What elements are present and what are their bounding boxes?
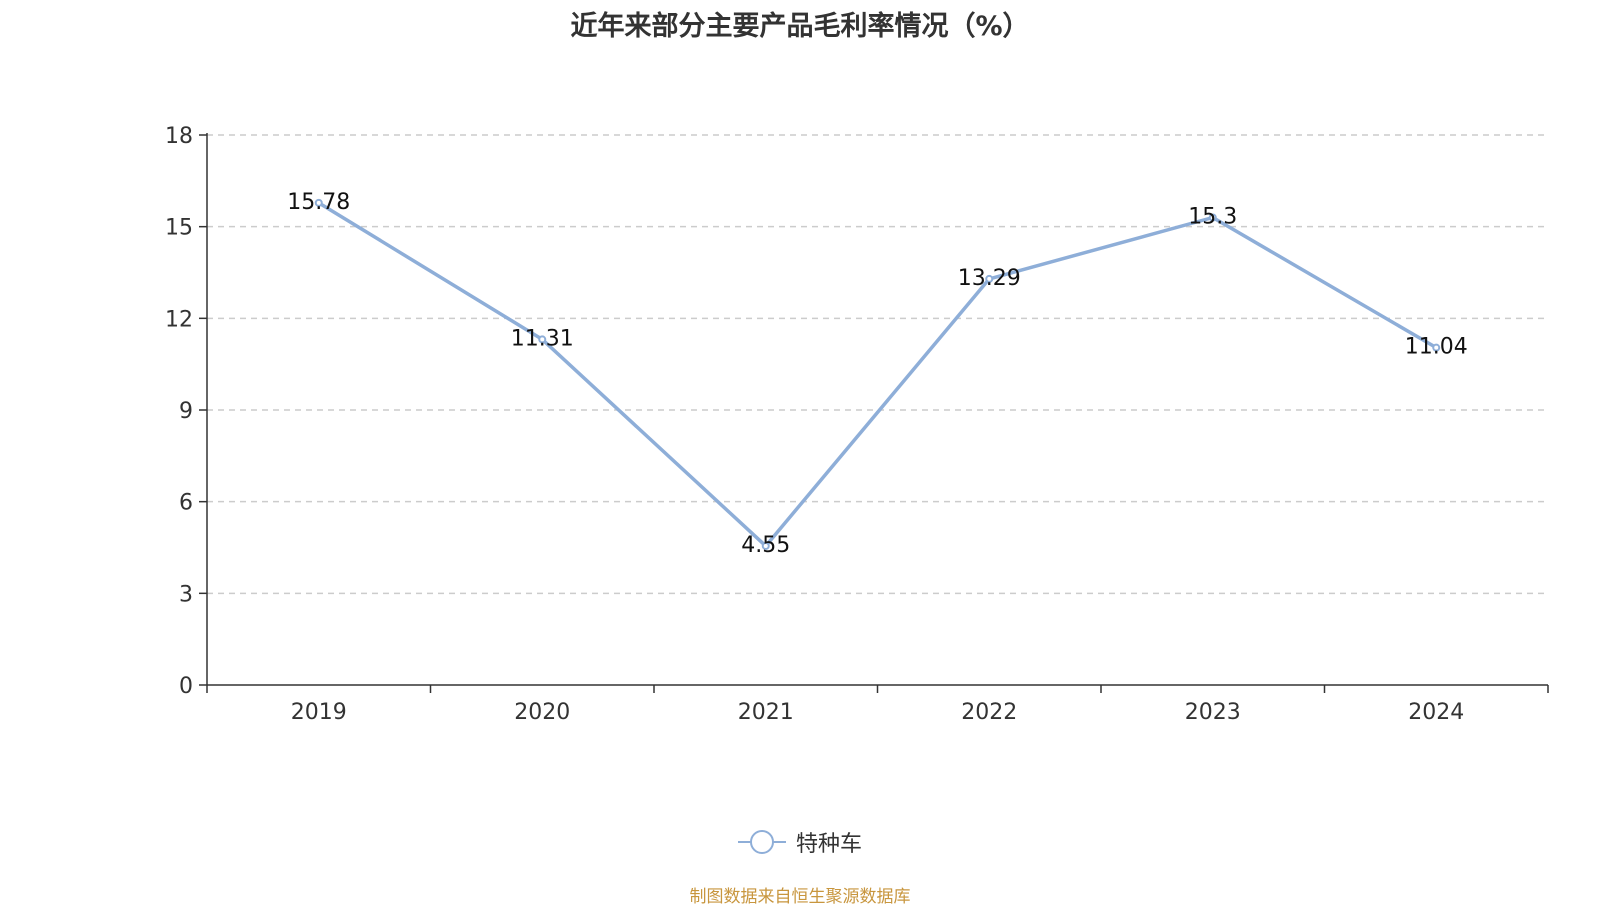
y-tick-label: 18 [165,124,193,149]
x-tick-label: 2020 [514,700,570,725]
data-label: 11.04 [1405,335,1468,360]
data-label: 4.55 [741,533,790,558]
x-tick-label: 2019 [291,700,347,725]
source-note: 制图数据来自恒生聚源数据库 [689,887,911,907]
y-tick-label: 0 [179,674,193,699]
axes: 0 3 6 9 12 15 18 2019 2020 2021 2022 2023 2024 [165,124,1549,725]
data-point [761,541,770,550]
grid-lines [207,134,1548,595]
legend: 特种车 [0,826,1600,858]
x-tick-label: 2022 [961,700,1017,725]
data-label: 15.78 [287,190,350,215]
legend-label: 特种车 [795,832,862,857]
data-labels: 15.78 11.31 4.55 13.29 15.3 11.04 [287,190,1467,558]
x-tick-label: 2024 [1408,700,1464,725]
x-tick-label: 2021 [738,700,794,725]
data-label: 15.3 [1188,205,1237,230]
data-point [538,335,547,344]
data-point [1432,343,1441,352]
y-tick-label: 6 [179,491,193,516]
y-tick-label: 3 [179,582,193,607]
series-line [317,201,1438,548]
y-tick-label: 9 [179,399,193,424]
data-point [314,198,323,207]
legend-item-series[interactable]: 特种车 [737,826,862,858]
data-point [985,274,994,283]
y-tick-label: 15 [165,216,193,241]
data-label: 13.29 [958,266,1021,291]
series-layer [314,198,1441,550]
x-tick-label: 2023 [1185,700,1241,725]
data-point [1208,213,1217,222]
chart-title: 近年来部分主要产品毛利率情况（%） [570,11,1030,42]
y-tick-label: 12 [165,307,193,332]
data-label: 11.31 [511,326,574,351]
legend-line-circle-icon [737,830,786,854]
